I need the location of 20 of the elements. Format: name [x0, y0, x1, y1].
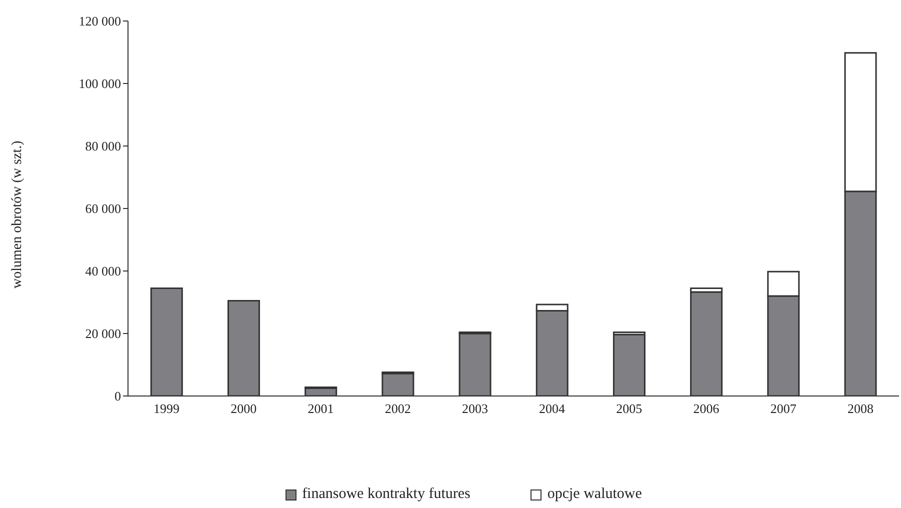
y-tick-label: 40 000: [85, 264, 121, 279]
x-tick-label: 2000: [230, 401, 257, 416]
x-tick-label: 2007: [770, 401, 797, 416]
x-tick-label: 2003: [462, 401, 488, 416]
x-tick-label: 2001: [308, 401, 334, 416]
y-tick-label: 20 000: [85, 326, 121, 342]
legend-label: finansowe kontrakty futures: [302, 486, 470, 503]
y-tick-label: 120 000: [78, 14, 121, 29]
x-tick-label: 2005: [616, 401, 642, 416]
y-tick-label: 100 000: [78, 76, 121, 92]
y-tick-label: 0: [114, 388, 121, 404]
x-tick-label: 2002: [384, 401, 411, 416]
x-tick-label: 2004: [539, 401, 566, 416]
y-tick-label: 80 000: [85, 138, 121, 154]
legend-label: opcje walutowe: [547, 486, 642, 503]
x-tick-label: 2008: [847, 401, 874, 416]
y-tick-label: 60 000: [85, 201, 121, 216]
x-tick-label: 2006: [693, 401, 720, 416]
x-tick-label: 1999: [154, 401, 180, 416]
y-axis-title: wolumen obrotów (w szt.): [10, 140, 25, 288]
